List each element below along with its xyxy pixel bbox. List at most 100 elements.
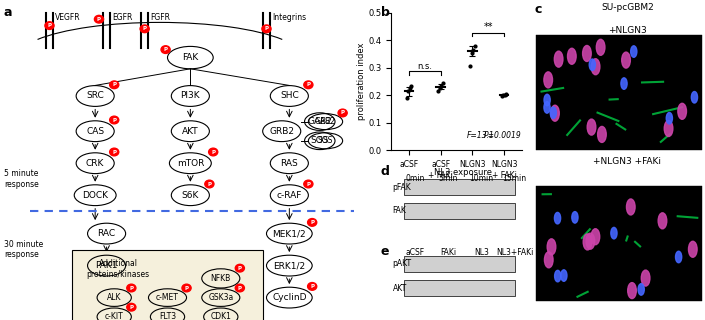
Text: P: P (307, 181, 310, 187)
Text: P: P (112, 82, 116, 87)
Text: P: P (129, 305, 133, 310)
Text: P: P (142, 26, 147, 31)
Text: aCSF: aCSF (405, 248, 424, 257)
Text: c-RAF: c-RAF (276, 191, 302, 200)
Text: 10min: 10min (470, 174, 494, 183)
Text: P: P (310, 284, 314, 289)
Circle shape (140, 25, 149, 33)
Circle shape (638, 284, 644, 295)
Circle shape (586, 233, 595, 249)
Text: PAK1: PAK1 (95, 261, 118, 270)
Circle shape (598, 126, 606, 142)
Circle shape (209, 148, 218, 156)
Circle shape (692, 92, 697, 103)
Circle shape (547, 239, 556, 255)
Circle shape (678, 103, 687, 119)
Circle shape (658, 213, 667, 229)
Text: SU-pcGBM2: SU-pcGBM2 (601, 3, 654, 12)
Circle shape (110, 81, 118, 89)
Circle shape (611, 228, 617, 239)
Circle shape (568, 48, 576, 64)
Text: P: P (97, 17, 101, 22)
Circle shape (304, 81, 313, 89)
Circle shape (304, 180, 313, 188)
Text: SRC: SRC (86, 92, 104, 100)
Text: **: ** (484, 22, 493, 32)
Text: RAS: RAS (281, 159, 298, 168)
Text: c-MET: c-MET (156, 293, 179, 302)
Text: ERK1/2: ERK1/2 (274, 261, 305, 270)
Text: P: P (212, 149, 215, 155)
Circle shape (110, 148, 118, 156)
Circle shape (127, 284, 136, 292)
Text: Additional
proteins/kinases: Additional proteins/kinases (87, 259, 149, 279)
Text: 5min: 5min (439, 174, 458, 183)
Text: VEGFR: VEGFR (55, 13, 81, 22)
Text: mTOR: mTOR (177, 159, 204, 168)
Text: c: c (534, 3, 541, 16)
Circle shape (555, 270, 560, 282)
FancyBboxPatch shape (536, 186, 701, 301)
FancyBboxPatch shape (405, 179, 515, 195)
Circle shape (161, 46, 170, 53)
Circle shape (544, 94, 550, 106)
Text: RAC: RAC (97, 229, 116, 238)
Text: P: P (112, 117, 116, 123)
Text: P: P (47, 23, 51, 28)
Circle shape (587, 119, 596, 135)
Text: GAB2: GAB2 (307, 117, 332, 126)
Circle shape (94, 15, 104, 23)
FancyBboxPatch shape (405, 256, 515, 272)
Text: NL3 exposure: NL3 exposure (434, 168, 492, 177)
Circle shape (544, 102, 550, 113)
Text: CDK1: CDK1 (210, 312, 231, 320)
Text: GSK3a: GSK3a (208, 293, 233, 302)
Text: F=13.1: F=13.1 (467, 131, 495, 140)
Text: AKT: AKT (393, 284, 407, 293)
Circle shape (627, 199, 635, 215)
Y-axis label: proliferation index: proliferation index (357, 43, 365, 120)
Circle shape (551, 105, 559, 121)
Text: P: P (238, 266, 242, 271)
Circle shape (182, 284, 191, 292)
Circle shape (554, 51, 563, 67)
Circle shape (591, 59, 600, 75)
Text: DOCK: DOCK (82, 191, 108, 200)
Text: +NLGN3 +FAKi: +NLGN3 +FAKi (594, 157, 661, 166)
Text: ALK: ALK (107, 293, 121, 302)
Text: SHC: SHC (280, 92, 299, 100)
Text: c-KIT: c-KIT (105, 312, 123, 320)
FancyBboxPatch shape (536, 35, 701, 150)
Text: S6K: S6K (182, 191, 199, 200)
Text: NL3+FAKi: NL3+FAKi (496, 248, 533, 257)
Text: d: d (381, 165, 390, 178)
Circle shape (235, 284, 245, 292)
Circle shape (554, 212, 560, 224)
Circle shape (560, 270, 567, 281)
Text: 15min: 15min (503, 174, 527, 183)
Text: SOS: SOS (310, 136, 329, 145)
Text: FGFR: FGFR (150, 13, 171, 22)
Text: GRB2: GRB2 (269, 127, 294, 136)
Text: P: P (129, 285, 133, 291)
FancyBboxPatch shape (405, 203, 515, 219)
Circle shape (622, 52, 630, 68)
Text: n.s.: n.s. (417, 62, 432, 71)
Text: SOS: SOS (318, 136, 333, 145)
Circle shape (631, 46, 637, 57)
Text: P: P (112, 149, 116, 155)
Circle shape (45, 22, 54, 29)
Text: P=0.0019: P=0.0019 (484, 131, 522, 140)
Text: P: P (164, 47, 168, 52)
Circle shape (627, 283, 637, 299)
Circle shape (689, 241, 697, 257)
Circle shape (675, 251, 682, 263)
Circle shape (307, 283, 317, 290)
Text: FLT3: FLT3 (159, 312, 176, 320)
Circle shape (338, 109, 347, 117)
Text: NFKB: NFKB (211, 274, 231, 283)
Text: e: e (381, 245, 389, 258)
Text: CRK: CRK (86, 159, 104, 168)
Text: P: P (307, 82, 310, 87)
FancyBboxPatch shape (405, 280, 515, 296)
